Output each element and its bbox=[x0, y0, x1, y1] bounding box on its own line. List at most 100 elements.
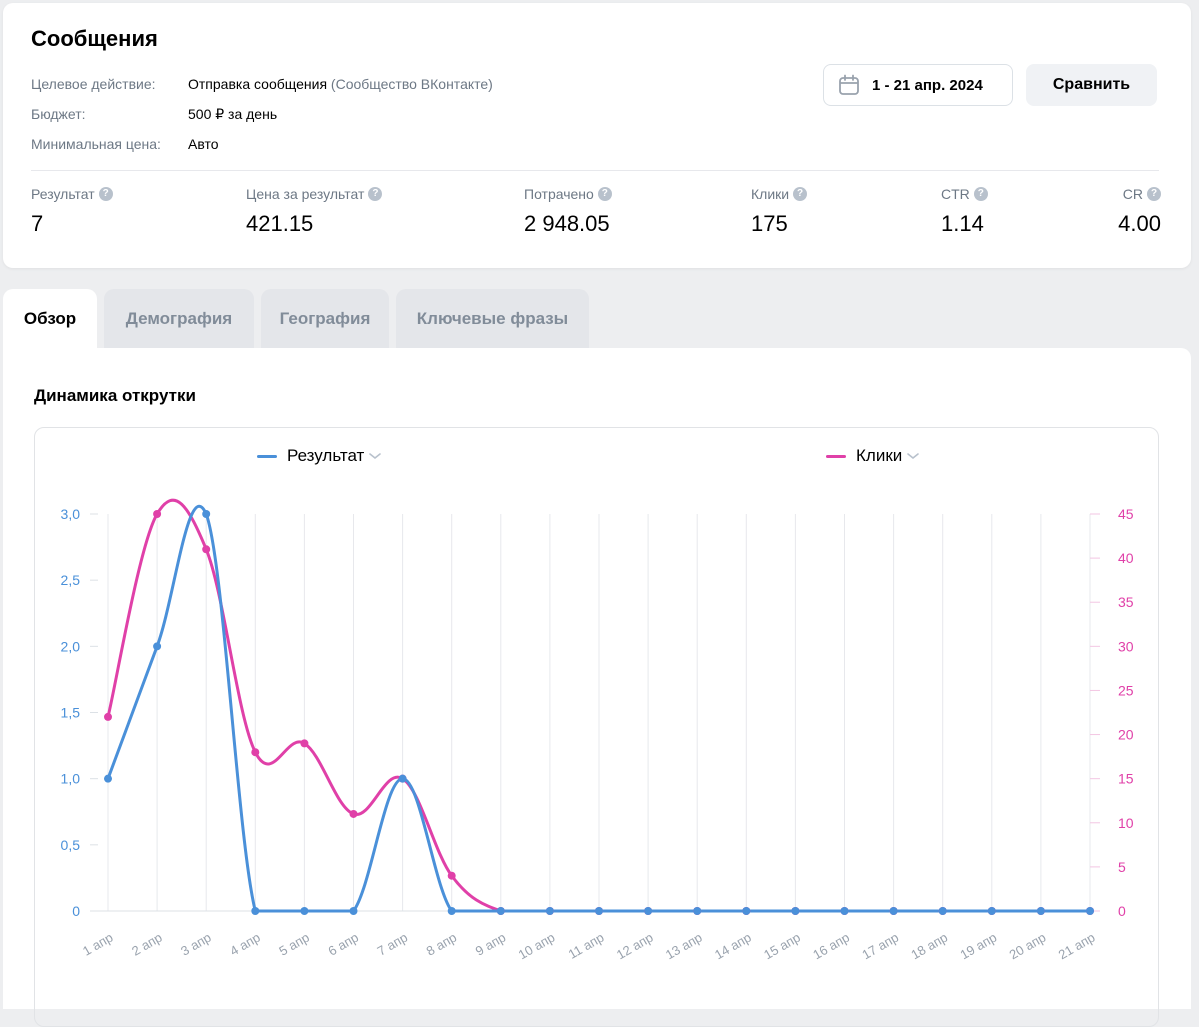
page-title: Сообщения bbox=[31, 26, 158, 51]
metric-label: CTR bbox=[941, 186, 970, 202]
help-icon[interactable]: ? bbox=[1147, 187, 1161, 201]
y-right-tick-label: 20 bbox=[1118, 727, 1134, 743]
x-tick-label: 10 апр bbox=[516, 930, 558, 963]
y-right-tick-label: 40 bbox=[1118, 550, 1134, 566]
tab-keywords[interactable]: Ключевые фразы bbox=[396, 289, 589, 349]
metric-value: 4.00 bbox=[1118, 211, 1161, 236]
y-right-tick-label: 30 bbox=[1118, 638, 1134, 654]
data-point-result bbox=[742, 907, 751, 915]
x-tick-label: 15 апр bbox=[761, 930, 803, 963]
data-point-result bbox=[595, 907, 603, 915]
help-icon[interactable]: ? bbox=[973, 187, 988, 201]
metric-clicks: Клики? 175 bbox=[751, 186, 808, 237]
data-point-result bbox=[889, 907, 898, 915]
x-tick-label: 2 апр bbox=[129, 930, 165, 959]
legend-swatch bbox=[257, 454, 277, 458]
target-action-source: (Сообщество ВКонтакте) bbox=[330, 76, 493, 92]
y-left-tick-label: 0,5 bbox=[61, 837, 81, 853]
data-point-clicks bbox=[300, 739, 309, 748]
metric-value: 1.14 bbox=[941, 211, 984, 236]
y-left-tick-label: 2,5 bbox=[61, 572, 81, 588]
data-point-clicks bbox=[349, 809, 358, 818]
x-tick-label: 7 апр bbox=[375, 930, 411, 959]
data-point-result bbox=[104, 774, 112, 783]
data-point-result bbox=[644, 907, 653, 915]
y-right-tick-label: 25 bbox=[1118, 682, 1134, 698]
calendar-icon bbox=[839, 74, 859, 95]
metric-spent: Потрачено? 2 948.05 bbox=[524, 186, 612, 237]
metric-label: CR bbox=[1122, 186, 1143, 202]
x-tick-label: 11 апр bbox=[566, 930, 607, 962]
y-left-tick-label: 1,0 bbox=[61, 771, 81, 787]
help-icon[interactable]: ? bbox=[597, 187, 612, 201]
metric-ctr: CTR? 1.14 bbox=[941, 186, 988, 237]
y-right-tick-label: 15 bbox=[1118, 771, 1134, 787]
tab-geography[interactable]: География bbox=[261, 289, 389, 349]
y-right-tick-label: 45 bbox=[1118, 506, 1134, 522]
chevron-down-icon bbox=[369, 453, 382, 460]
data-point-result bbox=[153, 642, 162, 651]
y-left-tick-label: 0 bbox=[72, 903, 80, 919]
section-title: Динамика открутки bbox=[34, 386, 196, 405]
metric-label: Клики bbox=[751, 186, 790, 202]
data-point-result bbox=[987, 907, 996, 915]
data-point-clicks bbox=[153, 510, 162, 518]
min-price-row: Минимальная цена: Авто bbox=[31, 136, 219, 152]
metric-value: 7 bbox=[31, 211, 44, 236]
tab-demography[interactable]: Демография bbox=[104, 289, 254, 349]
data-point-clicks bbox=[104, 712, 112, 721]
metric-value: 2 948.05 bbox=[524, 211, 610, 236]
metric-label: Потрачено bbox=[524, 186, 594, 202]
x-tick-label: 14 апр bbox=[712, 930, 754, 963]
y-right-tick-label: 35 bbox=[1118, 594, 1134, 610]
help-icon[interactable]: ? bbox=[793, 187, 808, 201]
metric-label: Цена за результат bbox=[246, 186, 365, 202]
legend-result-selector[interactable]: Результат bbox=[257, 446, 382, 466]
legend-clicks-selector[interactable]: Клики bbox=[826, 446, 920, 466]
data-point-result bbox=[300, 907, 309, 915]
compare-button[interactable]: Сравнить bbox=[1026, 64, 1157, 106]
legend-label: Результат bbox=[287, 446, 365, 465]
data-point-clicks bbox=[447, 871, 456, 880]
x-tick-label: 20 апр bbox=[1007, 930, 1049, 963]
data-point-result bbox=[693, 907, 702, 915]
target-action-value: Отправка сообщения bbox=[188, 76, 328, 92]
x-tick-label: 1 апр bbox=[80, 930, 116, 959]
help-icon[interactable]: ? bbox=[98, 187, 113, 201]
x-tick-label: 9 апр bbox=[473, 930, 509, 959]
data-point-result bbox=[349, 907, 358, 915]
x-tick-label: 3 апр bbox=[178, 930, 214, 959]
x-tick-label: 13 апр bbox=[663, 930, 705, 963]
x-tick-label: 4 апр bbox=[227, 930, 263, 959]
target-action-label: Целевое действие: bbox=[31, 76, 156, 92]
data-point-result bbox=[398, 774, 407, 783]
metric-label: Результат bbox=[31, 186, 95, 202]
date-range-button[interactable]: 1 - 21 апр. 2024 bbox=[823, 64, 1013, 106]
y-left-tick-label: 2,0 bbox=[61, 638, 81, 654]
date-range-label: 1 - 21 апр. 2024 bbox=[872, 76, 983, 94]
metric-value: 175 bbox=[751, 211, 788, 236]
data-point-clicks bbox=[202, 545, 211, 554]
legend-swatch bbox=[826, 454, 846, 458]
x-tick-label: 12 апр bbox=[614, 930, 656, 963]
x-tick-label: 18 апр bbox=[908, 930, 950, 963]
y-left-tick-label: 1,5 bbox=[61, 705, 81, 721]
x-tick-label: 5 апр bbox=[276, 930, 312, 959]
budget-value: 500 ₽ за день bbox=[188, 106, 278, 122]
chevron-down-icon bbox=[907, 453, 920, 460]
data-point-result bbox=[840, 907, 849, 915]
help-icon[interactable]: ? bbox=[368, 187, 383, 201]
data-point-result bbox=[1036, 907, 1045, 915]
metric-cost-per-result: Цена за результат? 421.15 bbox=[246, 186, 383, 237]
summary-divider bbox=[31, 170, 1159, 171]
tab-overview[interactable]: Обзор bbox=[3, 289, 97, 349]
min-price-value: Авто bbox=[188, 136, 219, 152]
legend-label: Клики bbox=[856, 446, 903, 465]
data-point-clicks bbox=[251, 748, 260, 757]
target-action-row: Целевое действие: Отправка сообщения (Соо… bbox=[31, 76, 493, 92]
metric-value: 421.15 bbox=[246, 211, 314, 236]
y-left-tick-label: 3,0 bbox=[61, 506, 81, 522]
x-tick-label: 19 апр bbox=[958, 930, 1000, 963]
min-price-label: Минимальная цена: bbox=[31, 136, 161, 152]
